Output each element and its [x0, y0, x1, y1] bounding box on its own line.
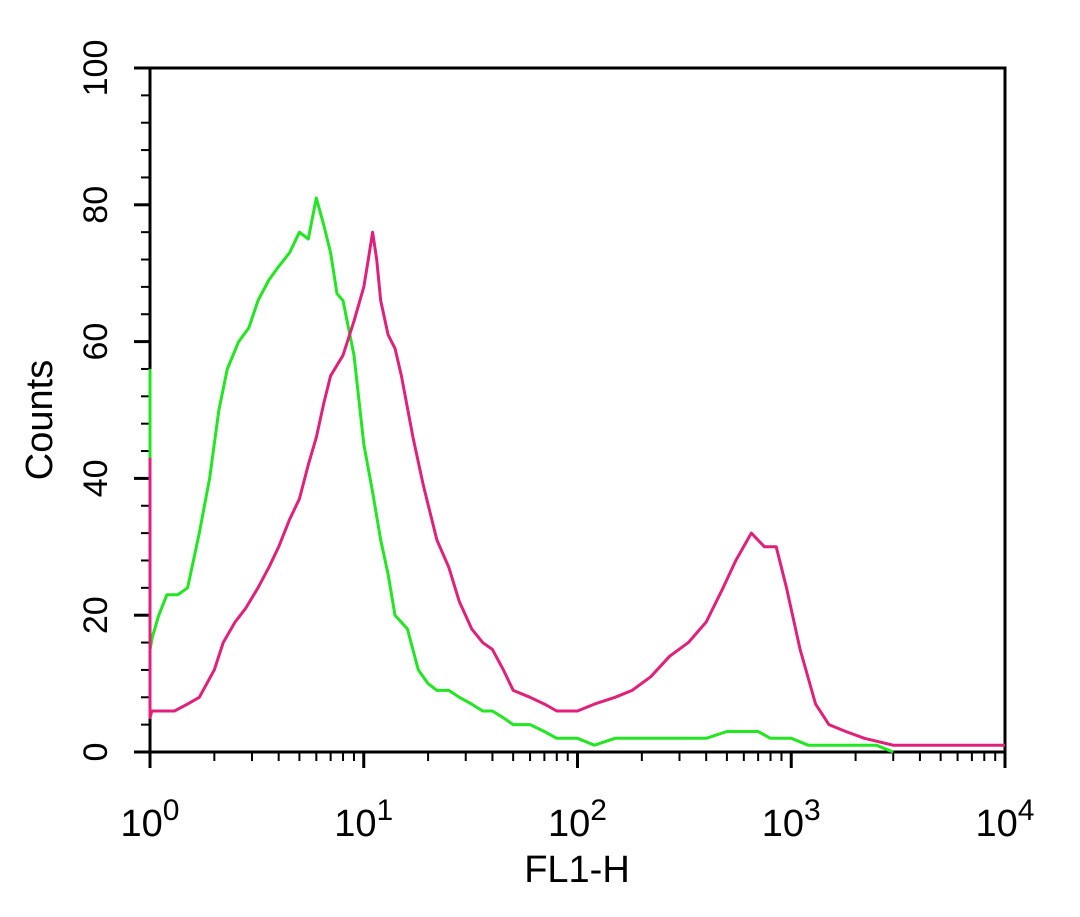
x-tick-label: 100 [121, 794, 180, 845]
x-tick-base: 10 [548, 803, 590, 845]
x-tick-labels: 100 101 102 103 104 [121, 794, 1035, 845]
y-tick-labels: 0 20 40 60 80 100 [77, 40, 115, 762]
x-tick-label: 102 [548, 794, 607, 845]
x-tick-base: 10 [762, 803, 804, 845]
series-line-1 [148, 196, 894, 754]
y-tick-label: 0 [77, 743, 115, 762]
x-tick-label: 101 [334, 794, 393, 845]
y-tick-label: 80 [77, 186, 115, 224]
y-tick-label: 60 [77, 323, 115, 361]
x-tick-base: 10 [334, 803, 376, 845]
x-tick-exponent: 0 [163, 794, 180, 827]
y-minor-ticks [134, 66, 150, 754]
x-tick-exponent: 2 [590, 794, 607, 827]
x-tick-exponent: 1 [377, 794, 394, 827]
x-axis-title: FL1-H [524, 849, 630, 891]
x-tick-base: 10 [121, 803, 163, 845]
x-tick-label: 104 [976, 794, 1035, 845]
plot-frame [148, 66, 1007, 754]
x-minor-ticks [148, 752, 1007, 768]
y-axis-title: Counts [19, 360, 61, 480]
x-tick-label: 103 [762, 794, 821, 845]
series-layer [148, 196, 1005, 754]
y-tick-label: 40 [77, 459, 115, 497]
series-line-2 [148, 230, 1005, 747]
y-tick-label: 20 [77, 596, 115, 634]
y-tick-label: 100 [77, 40, 115, 97]
x-tick-base: 10 [976, 803, 1018, 845]
x-tick-exponent: 4 [1018, 794, 1035, 827]
x-tick-exponent: 3 [804, 794, 821, 827]
